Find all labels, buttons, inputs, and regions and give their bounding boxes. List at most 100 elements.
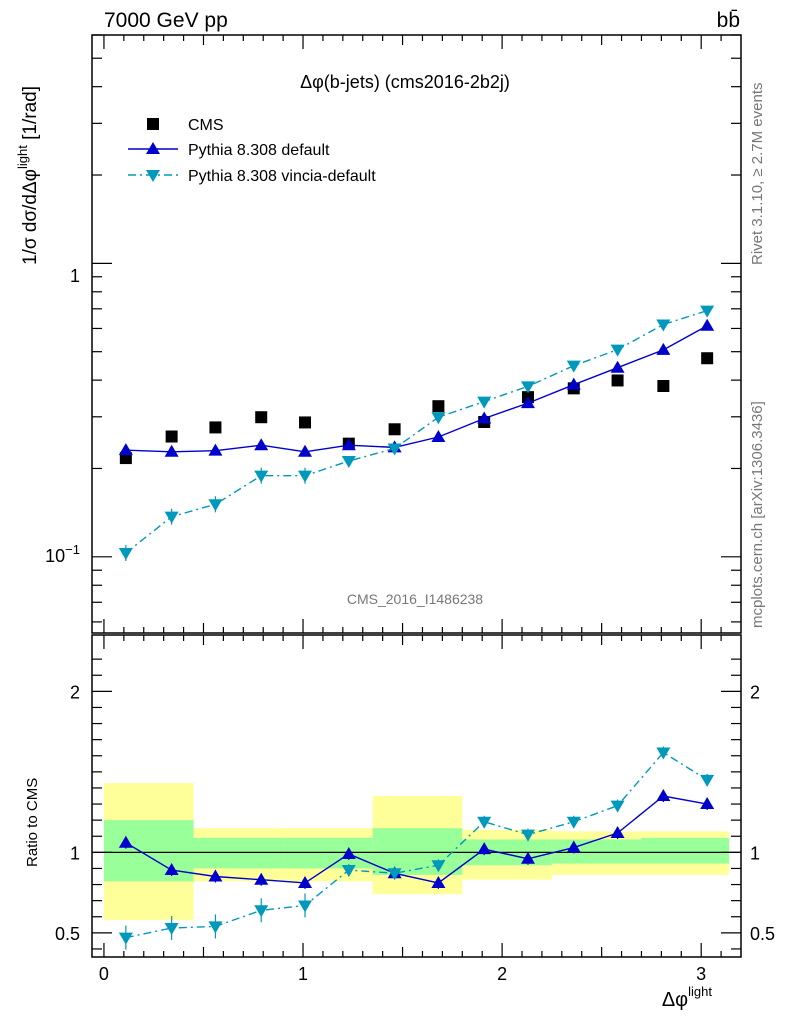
ratio-ticks: 0.5 0.5 1 1 2 2 0 1 2 3 bbox=[55, 635, 775, 984]
ratio-point bbox=[387, 868, 402, 881]
rivet-label: Rivet 3.1.10, ≥ 2.7M events bbox=[749, 83, 766, 266]
y-tick-label-1: 1 bbox=[70, 266, 80, 286]
series-line-1 bbox=[125, 325, 708, 453]
data-point bbox=[657, 379, 670, 392]
data-point bbox=[477, 411, 492, 424]
ratio-point bbox=[700, 774, 715, 787]
legend-marker bbox=[146, 170, 160, 182]
ratio-point bbox=[208, 869, 223, 882]
x-tick-label: 1 bbox=[298, 964, 308, 984]
ratio-y-tick-label: 1 bbox=[70, 843, 80, 863]
ratio-y-tick-label-right: 1 bbox=[750, 843, 760, 863]
data-point bbox=[208, 499, 223, 512]
legend: CMS Pythia 8.308 default Pythia 8.308 vinc… bbox=[128, 117, 376, 185]
ratio-point bbox=[431, 860, 446, 873]
ratio-point bbox=[208, 921, 223, 934]
main-series bbox=[118, 305, 715, 562]
x-tick-label: 3 bbox=[696, 964, 706, 984]
data-point bbox=[610, 360, 625, 373]
data-point bbox=[611, 374, 624, 387]
x-axis-label: Δφlight bbox=[662, 984, 713, 1011]
ratio-y-tick-label: 0.5 bbox=[55, 924, 80, 944]
ratio-point bbox=[656, 789, 671, 801]
data-point bbox=[298, 470, 313, 483]
data-point bbox=[299, 416, 312, 429]
legend-label: Pythia 8.308 default bbox=[188, 142, 330, 159]
x-tick-label: 0 bbox=[99, 964, 109, 984]
process-label: bb̄ bbox=[717, 9, 740, 32]
data-point bbox=[209, 421, 222, 434]
legend-marker bbox=[146, 142, 160, 154]
legend-label: Pythia 8.308 vincia-default bbox=[188, 168, 376, 185]
data-point bbox=[255, 411, 268, 424]
ratio-point bbox=[520, 851, 535, 864]
ratio-series bbox=[118, 746, 715, 950]
data-point bbox=[520, 396, 535, 409]
ratio-point bbox=[431, 875, 446, 888]
data-point bbox=[341, 456, 356, 469]
ratio-point bbox=[298, 875, 313, 888]
data-point bbox=[477, 396, 492, 409]
data-point bbox=[164, 444, 179, 457]
ratio-bands bbox=[92, 783, 741, 920]
data-point bbox=[520, 381, 535, 394]
series-line-2 bbox=[125, 309, 708, 554]
ratio-point bbox=[566, 840, 581, 853]
ratio-point bbox=[477, 842, 492, 855]
mcplots-label: mcplots.cern.ch [arXiv:1306.3436] bbox=[749, 401, 766, 628]
inner-band bbox=[283, 837, 373, 869]
data-point bbox=[656, 342, 671, 355]
inner-band bbox=[372, 828, 463, 875]
inner-band bbox=[193, 837, 284, 869]
data-point bbox=[700, 318, 715, 331]
ratio-y-tick-label-right: 2 bbox=[750, 682, 760, 702]
data-point bbox=[341, 438, 356, 451]
ratio-line-1 bbox=[125, 751, 708, 939]
ratio-point bbox=[164, 863, 179, 876]
ratio-point bbox=[656, 747, 671, 760]
ratio-point bbox=[610, 826, 625, 839]
main-title: Δφ(b-jets) (cms2016-2b2j) bbox=[300, 72, 510, 92]
ratio-point bbox=[566, 816, 581, 829]
watermark: CMS_2016_I1486238 bbox=[347, 591, 483, 607]
data-point bbox=[566, 360, 581, 373]
data-point bbox=[208, 443, 223, 456]
ratio-y-tick-label-right: 0.5 bbox=[750, 924, 775, 944]
legend-label: CMS bbox=[188, 117, 224, 134]
data-point bbox=[118, 443, 133, 456]
inner-band bbox=[551, 839, 642, 864]
data-point bbox=[701, 352, 714, 365]
ratio-point bbox=[341, 846, 356, 859]
ratio-y-tick-label: 2 bbox=[70, 682, 80, 702]
legend-marker bbox=[147, 118, 159, 130]
ratio-point bbox=[118, 932, 133, 945]
data-point bbox=[700, 305, 715, 318]
x-tick-label: 2 bbox=[497, 964, 507, 984]
inner-band bbox=[103, 820, 194, 882]
ratio-point bbox=[341, 865, 356, 878]
ratio-point bbox=[164, 923, 179, 936]
ratio-point bbox=[700, 797, 715, 810]
ratio-point bbox=[520, 829, 535, 842]
main-frame bbox=[91, 34, 742, 634]
ratio-ylabel: Ratio to CMS bbox=[24, 778, 41, 867]
data-point bbox=[165, 430, 178, 443]
data-point bbox=[431, 412, 446, 425]
data-point bbox=[254, 470, 269, 483]
data-point bbox=[164, 511, 179, 524]
inner-band bbox=[641, 837, 730, 864]
ratio-line-0 bbox=[125, 795, 708, 884]
ratio-point bbox=[610, 800, 625, 813]
data-point bbox=[118, 548, 133, 561]
main-ticks bbox=[92, 34, 741, 633]
ratio-point bbox=[254, 905, 269, 918]
data-point bbox=[387, 443, 402, 456]
data-point bbox=[432, 400, 445, 413]
data-point bbox=[431, 430, 446, 443]
ratio-panel: 0.5 0.5 1 1 2 2 0 1 2 3 Ratio to CMS Δφlight bbox=[24, 634, 775, 1011]
data-point bbox=[388, 423, 401, 436]
data-point bbox=[298, 444, 313, 457]
ratio-point bbox=[298, 900, 313, 913]
data-point bbox=[566, 377, 581, 390]
